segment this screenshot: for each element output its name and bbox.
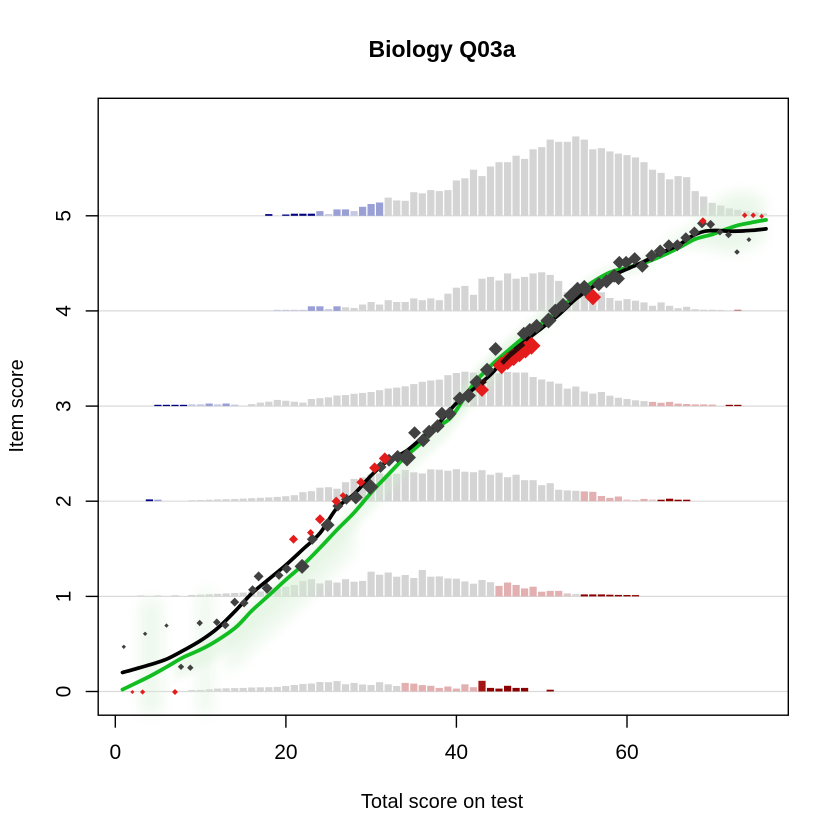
- svg-text:1: 1: [53, 591, 76, 603]
- svg-text:0: 0: [53, 686, 76, 698]
- svg-text:Biology Q03a: Biology Q03a: [369, 36, 516, 62]
- svg-text:4: 4: [53, 305, 76, 317]
- svg-text:60: 60: [615, 741, 638, 764]
- svg-text:Item score: Item score: [6, 359, 28, 452]
- svg-text:20: 20: [274, 741, 297, 764]
- svg-text:2: 2: [53, 495, 76, 507]
- svg-text:40: 40: [445, 741, 468, 764]
- svg-text:3: 3: [53, 400, 76, 412]
- svg-text:5: 5: [53, 210, 76, 222]
- svg-text:0: 0: [109, 741, 121, 764]
- svg-text:Total score on test: Total score on test: [361, 791, 524, 813]
